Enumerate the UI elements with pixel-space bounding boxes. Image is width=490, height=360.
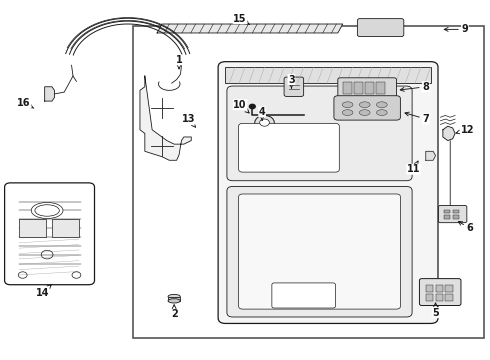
Text: 8: 8 (400, 82, 429, 92)
Ellipse shape (168, 294, 180, 299)
Bar (436, 294, 443, 301)
Bar (436, 285, 443, 292)
Bar (354, 82, 363, 94)
Polygon shape (140, 76, 191, 160)
FancyBboxPatch shape (338, 78, 396, 98)
Bar (453, 210, 459, 213)
Text: 4: 4 (259, 107, 266, 120)
Polygon shape (157, 24, 343, 33)
Circle shape (249, 104, 255, 109)
FancyBboxPatch shape (419, 279, 461, 306)
FancyBboxPatch shape (439, 206, 467, 223)
Bar (444, 210, 450, 213)
Circle shape (255, 116, 274, 130)
Ellipse shape (376, 102, 387, 108)
Bar (445, 294, 453, 301)
Text: 9: 9 (444, 24, 468, 35)
FancyBboxPatch shape (4, 183, 95, 285)
Ellipse shape (35, 205, 59, 216)
Text: 12: 12 (456, 125, 474, 135)
Text: 15: 15 (233, 14, 250, 24)
Bar (133, 26, 485, 338)
Bar (426, 285, 433, 292)
Text: 2: 2 (171, 305, 177, 319)
Text: 14: 14 (35, 285, 51, 298)
Circle shape (260, 119, 270, 126)
Ellipse shape (359, 102, 370, 108)
Text: 13: 13 (182, 114, 196, 127)
Bar (445, 285, 453, 292)
Text: 16: 16 (18, 98, 34, 108)
Bar (376, 82, 385, 94)
FancyBboxPatch shape (357, 19, 404, 37)
FancyBboxPatch shape (227, 86, 412, 181)
Polygon shape (426, 151, 436, 160)
Bar (426, 294, 433, 301)
Text: 1: 1 (175, 55, 182, 69)
FancyBboxPatch shape (272, 283, 335, 308)
Text: 10: 10 (233, 100, 249, 113)
FancyBboxPatch shape (239, 194, 400, 309)
Bar (343, 82, 351, 94)
FancyBboxPatch shape (227, 186, 412, 317)
FancyBboxPatch shape (334, 96, 400, 120)
Bar (453, 215, 459, 219)
Ellipse shape (168, 299, 180, 303)
Text: 5: 5 (432, 303, 439, 318)
Ellipse shape (359, 110, 370, 116)
Bar (365, 82, 374, 94)
Bar (168, 297, 180, 301)
FancyBboxPatch shape (284, 77, 304, 96)
Text: 6: 6 (458, 221, 473, 233)
Bar (225, 67, 431, 83)
Polygon shape (443, 126, 455, 140)
Ellipse shape (376, 110, 387, 116)
Polygon shape (45, 87, 54, 101)
Text: 11: 11 (407, 161, 420, 174)
FancyBboxPatch shape (218, 62, 438, 323)
Bar (52, 220, 79, 237)
Text: 7: 7 (405, 112, 429, 124)
Bar (444, 215, 450, 219)
Bar (19, 220, 46, 237)
Text: 3: 3 (288, 75, 295, 88)
Ellipse shape (342, 110, 353, 116)
FancyBboxPatch shape (239, 123, 339, 172)
Ellipse shape (342, 102, 353, 108)
Ellipse shape (31, 202, 63, 219)
